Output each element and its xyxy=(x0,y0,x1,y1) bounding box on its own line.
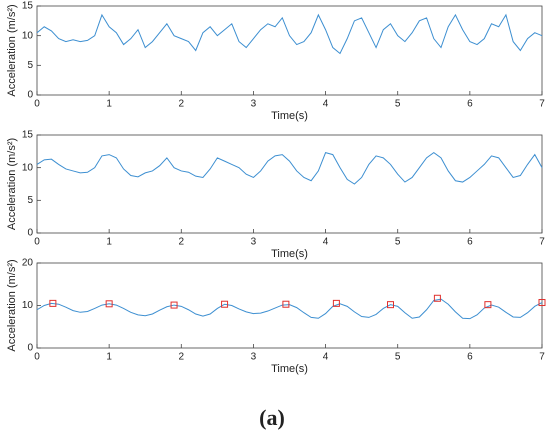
y-axis-label: Acceleration (m/s²) xyxy=(6,259,18,351)
y-tick-label: 15 xyxy=(22,1,34,12)
data-line xyxy=(36,152,543,185)
peak-marker xyxy=(484,301,492,309)
x-tick-label: 3 xyxy=(251,352,257,363)
x-tick-label: 0 xyxy=(34,352,40,363)
peak-marker xyxy=(387,301,394,309)
x-tick-label: 6 xyxy=(467,99,473,110)
x-tick-label: 6 xyxy=(467,352,473,363)
y-tick-label: 0 xyxy=(27,228,33,239)
axes-box xyxy=(36,262,543,349)
peak-marker xyxy=(433,294,441,302)
peak-marker xyxy=(332,299,340,307)
axes-box xyxy=(36,134,543,234)
y-tick-label: 15 xyxy=(22,130,34,141)
y-tick-label: 10 xyxy=(22,300,34,311)
x-tick-label: 3 xyxy=(251,99,257,110)
y-tick-label: 10 xyxy=(22,162,34,173)
peak-marker xyxy=(49,299,57,307)
y-tick-label: 10 xyxy=(22,30,34,41)
x-tick-label: 4 xyxy=(323,352,329,363)
x-tick-label: 7 xyxy=(539,237,545,248)
x-tick-label: 7 xyxy=(539,99,545,110)
x-tick-label: 4 xyxy=(323,237,329,248)
y-tick-label: 0 xyxy=(27,343,33,354)
x-tick-label: 0 xyxy=(34,237,40,248)
y-axis-label: Acceleration (m/s²) xyxy=(6,4,18,96)
x-tick-label: 5 xyxy=(395,237,401,248)
x-tick-label: 3 xyxy=(251,237,257,248)
x-axis-label: Time(s) xyxy=(271,110,308,122)
x-axis-label: Time(s) xyxy=(271,248,308,260)
x-tick-label: 5 xyxy=(395,99,401,110)
x-tick-label: 5 xyxy=(395,352,401,363)
x-tick-label: 7 xyxy=(539,352,545,363)
data-line xyxy=(36,298,543,320)
x-tick-label: 1 xyxy=(106,352,112,363)
x-tick-label: 2 xyxy=(179,99,185,110)
peak-marker xyxy=(105,300,113,308)
peak-marker xyxy=(538,299,546,307)
x-tick-label: 1 xyxy=(106,237,112,248)
y-tick-label: 5 xyxy=(27,195,33,206)
caption: (a) xyxy=(259,405,285,430)
y-tick-label: 5 xyxy=(27,60,33,71)
x-tick-label: 1 xyxy=(106,99,112,110)
x-axis-label: Time(s) xyxy=(271,363,308,375)
x-tick-label: 4 xyxy=(323,99,329,110)
data-line xyxy=(36,13,543,55)
peak-marker xyxy=(282,300,290,308)
x-tick-label: 6 xyxy=(467,237,473,248)
x-tick-label: 2 xyxy=(179,237,185,248)
x-tick-label: 2 xyxy=(179,352,185,363)
y-axis-label: Acceleration (m/s²) xyxy=(6,138,18,230)
peak-marker xyxy=(170,301,178,309)
axes-box xyxy=(36,5,543,96)
x-tick-label: 0 xyxy=(34,99,40,110)
peak-marker xyxy=(221,300,229,308)
y-tick-label: 20 xyxy=(22,258,34,269)
y-tick-label: 0 xyxy=(27,90,33,101)
